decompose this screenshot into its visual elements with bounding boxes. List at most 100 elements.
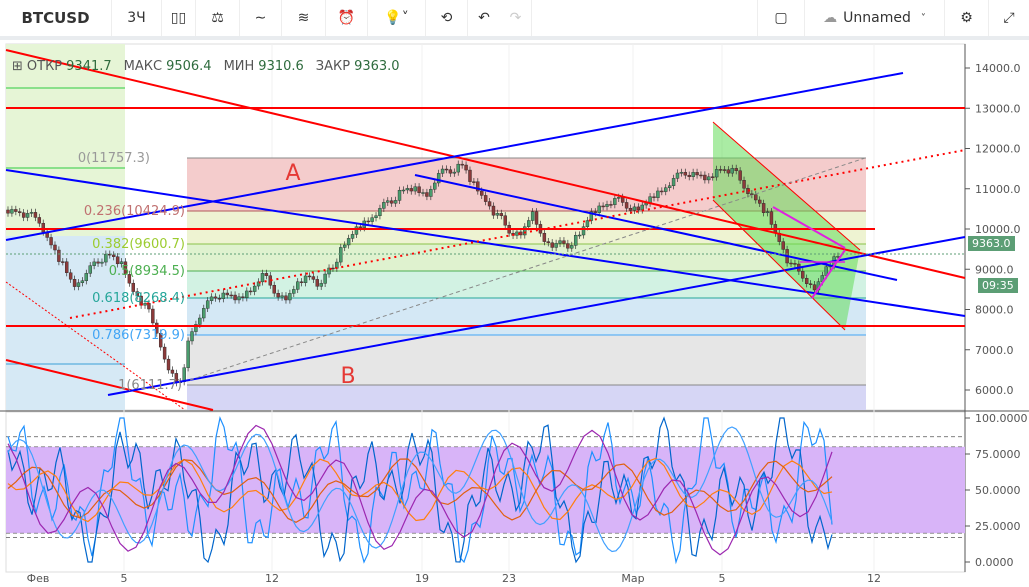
candle xyxy=(264,273,269,276)
candle xyxy=(393,200,398,204)
high-label: МАКС xyxy=(123,59,163,74)
candle xyxy=(358,226,363,228)
candle xyxy=(299,281,304,283)
candle xyxy=(323,273,327,284)
candle xyxy=(734,168,738,171)
candle xyxy=(573,235,578,246)
candle xyxy=(530,211,535,221)
candle xyxy=(10,209,14,214)
candle xyxy=(593,211,597,213)
cloud-icon: ☁ xyxy=(823,10,838,26)
candle xyxy=(765,211,770,213)
candle xyxy=(480,190,484,196)
candle xyxy=(382,202,386,209)
indicators-icon[interactable]: ∼ xyxy=(240,0,282,36)
candle xyxy=(421,192,425,194)
candle xyxy=(33,212,38,218)
candle xyxy=(127,274,132,284)
candle xyxy=(793,263,797,265)
high-value: 9506.4 xyxy=(166,59,212,74)
annotation-a: A xyxy=(285,161,300,186)
candle xyxy=(386,200,390,203)
undo-icon[interactable]: ↶ xyxy=(478,10,490,26)
blue-channel-upper xyxy=(5,72,904,241)
candle xyxy=(558,240,562,244)
price-axis-label: 13000.0 xyxy=(975,102,1021,115)
magenta-triangle-line xyxy=(772,206,846,249)
candle xyxy=(542,232,547,242)
candle xyxy=(444,168,449,171)
candle xyxy=(409,188,413,192)
candle xyxy=(581,226,586,236)
low-value: 9310.6 xyxy=(258,59,304,74)
candle xyxy=(597,205,601,213)
candle xyxy=(491,205,496,216)
candle xyxy=(448,169,453,174)
candle xyxy=(601,205,605,208)
price-axis-label: 11000.0 xyxy=(975,183,1021,196)
candle xyxy=(190,331,194,342)
candle xyxy=(429,189,433,197)
candles-icon[interactable]: ▯▯ xyxy=(162,0,196,36)
candle xyxy=(104,253,108,263)
interval-button[interactable]: 3Ч xyxy=(112,0,162,36)
chevron-down-icon: ˅ xyxy=(920,12,926,24)
fullscreen-icon[interactable]: ⤢ xyxy=(1003,10,1015,26)
lightbulb-icon[interactable]: 💡˅ xyxy=(368,0,426,36)
oscillator-axis-label: 100.0000 xyxy=(975,412,1028,425)
replay-icon[interactable]: ⟲ xyxy=(426,0,468,36)
candle xyxy=(769,211,774,225)
fib-label: 0(11757.3) xyxy=(78,151,150,166)
open-label: ОТКР xyxy=(26,59,63,74)
legend-toggle-icon[interactable]: ⊞ xyxy=(12,59,23,74)
candle xyxy=(170,369,175,374)
candle xyxy=(92,261,96,266)
gear-icon[interactable]: ⚙ xyxy=(945,0,989,36)
candle xyxy=(319,283,323,287)
templates-icon[interactable]: ≋ xyxy=(282,0,326,36)
candle xyxy=(695,172,699,176)
candle xyxy=(194,324,198,332)
candle xyxy=(617,197,621,199)
candle xyxy=(151,308,155,324)
fib-label: 0.5(8934.5) xyxy=(109,264,185,279)
candle xyxy=(296,281,300,290)
candle xyxy=(100,261,104,264)
close-value: 9363.0 xyxy=(354,59,400,74)
candle xyxy=(628,207,633,211)
layout-name-button[interactable]: ☁ Unnamed ˅ xyxy=(805,0,945,36)
candle xyxy=(620,197,625,203)
red-trendline xyxy=(5,49,966,279)
price-axis-label: 8000.0 xyxy=(975,304,1014,317)
symbol-button[interactable]: BTCUSD xyxy=(0,0,112,36)
candle xyxy=(237,296,241,301)
candle xyxy=(714,169,719,178)
square-icon[interactable]: ▢ xyxy=(757,0,805,36)
time-axis-label: 12 xyxy=(265,572,279,585)
candle xyxy=(609,204,613,206)
candle xyxy=(303,275,308,283)
candle xyxy=(374,215,378,218)
candle xyxy=(80,280,85,283)
oscillator-axis-label: 75.0000 xyxy=(975,448,1021,461)
candle xyxy=(84,273,89,281)
candle xyxy=(824,266,828,276)
candle xyxy=(722,169,727,171)
candle xyxy=(249,290,253,293)
candle xyxy=(808,283,813,285)
candle xyxy=(515,231,519,236)
candle xyxy=(754,194,758,201)
oscillator-line xyxy=(7,426,833,553)
candle xyxy=(37,217,42,224)
candle xyxy=(691,172,695,177)
candle xyxy=(671,178,676,186)
candle xyxy=(292,289,296,294)
compare-icon[interactable]: ⚖ xyxy=(196,0,240,36)
candle xyxy=(108,253,112,256)
alert-icon[interactable]: ⏰ xyxy=(326,0,368,36)
redo-icon[interactable]: ↷ xyxy=(500,0,532,36)
candle xyxy=(656,190,660,198)
candle xyxy=(801,271,805,279)
time-axis-label: Мар xyxy=(621,572,644,585)
